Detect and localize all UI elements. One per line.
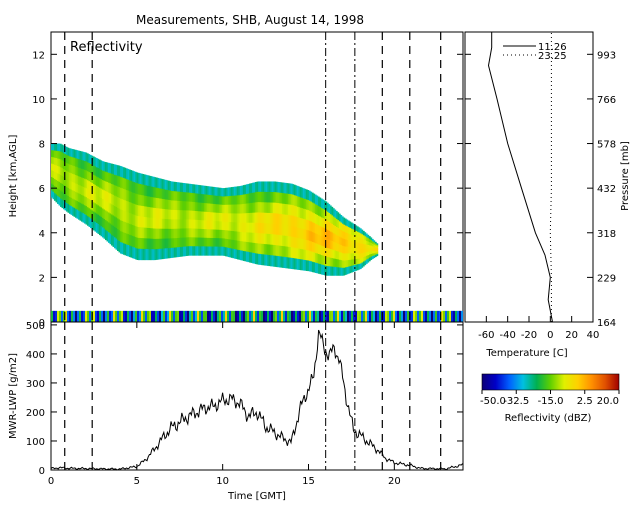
lwp-panel: 0 100 200 300 400 500 0 5 10 15 20 Time [GMT] MWR…	[8, 321, 464, 502]
temperature-series-line	[549, 32, 552, 322]
y-tick-label: 10	[32, 95, 45, 106]
temperature-y-ticks: 164 229 318 432 578 766 993	[465, 50, 616, 329]
colorbar-tick-label: -50.0	[480, 396, 506, 407]
y-tick-label: 500	[26, 321, 45, 332]
temperature-x-axis-label: Temperature [C]	[485, 348, 567, 359]
y-tick-label: 0	[39, 318, 45, 329]
colorbar-label: Reflectivity (dBZ)	[505, 413, 592, 424]
temperature-panel: 164 229 318 432 578 766 993 -60 -40 -20 0 20 40 11.…	[464, 31, 631, 359]
lwp-y-axis-label: MWR-LWP [g/m2]	[8, 353, 19, 439]
lwp-x-ticks: 0 5 10 15 20	[48, 322, 401, 487]
colorbar-tick-label: 20.0	[597, 396, 619, 407]
pressure-tick-label: 578	[597, 140, 616, 151]
temperature-tick-label: 20	[565, 330, 578, 341]
temperature-tick-label: 40	[587, 330, 600, 341]
pressure-tick-label: 318	[597, 229, 616, 240]
pressure-tick-label: 993	[597, 50, 616, 61]
y-tick-label: 8	[39, 140, 45, 151]
lwp-plot-frame	[50, 321, 464, 471]
y-tick-label: 12	[32, 50, 45, 61]
temperature-tick-label: 0	[547, 330, 553, 341]
y-tick-label: 0	[39, 466, 45, 477]
lwp-y-ticks: 0 100 200 300 400 500	[26, 321, 463, 477]
x-tick-label: 0	[48, 476, 54, 487]
temperature-plot-frame	[464, 31, 594, 323]
legend-label: 11.26	[538, 42, 567, 53]
x-tick-label: 10	[216, 476, 229, 487]
lwp-x-axis-label: Time [GMT]	[227, 491, 286, 502]
reflectivity-panel-label: Reflectivity	[70, 40, 143, 55]
colorbar-tick-label: -32.5	[503, 396, 529, 407]
temperature-x-ticks: -60 -40 -20 0 20 40	[478, 316, 599, 341]
lwp-vlines	[64, 322, 442, 470]
pressure-tick-label: 229	[597, 273, 616, 284]
colorbar-tick-label: 2.5	[577, 396, 593, 407]
y-tick-label: 300	[26, 379, 45, 390]
reflectivity-panel: 0 2 4 6 8 10 12 Reflectivity Height [km,AGL]	[8, 31, 464, 329]
colorbar: -50.0-32.5 -15.0 2.5 20.0 Reflectivity (dBZ…	[480, 373, 620, 424]
y-tick-label: 6	[39, 184, 45, 195]
y-tick-label: 200	[26, 408, 45, 419]
y-tick-label: 2	[39, 273, 45, 284]
pressure-axis-label: Pressure [mb]	[620, 141, 631, 211]
figure-title: Measurements, SHB, August 14, 1998	[136, 13, 364, 27]
colorbar-tick-label: -15.0	[538, 396, 564, 407]
reflectivity-cloud	[51, 143, 463, 322]
pressure-tick-label: 164	[597, 318, 616, 329]
temperature-tick-label: -20	[521, 330, 537, 341]
y-tick-label: 400	[26, 350, 45, 361]
temperature-tick-label: -40	[499, 330, 515, 341]
x-tick-label: 5	[134, 476, 140, 487]
x-tick-label: 15	[302, 476, 315, 487]
pressure-tick-label: 432	[597, 184, 616, 195]
lwp-series-line	[50, 329, 463, 471]
colorbar-ticks: -50.0-32.5 -15.0 2.5 20.0	[480, 390, 620, 407]
temperature-lines	[487, 32, 553, 322]
y-tick-label: 4	[39, 229, 45, 240]
reflectivity-y-axis-label: Height [km,AGL]	[8, 135, 19, 218]
temperature-series-line	[487, 32, 553, 322]
reflectivity-vlines	[64, 32, 442, 322]
colorbar-gradient	[481, 373, 620, 391]
y-tick-label: 100	[26, 437, 45, 448]
pressure-tick-label: 766	[597, 95, 616, 106]
x-tick-label: 20	[388, 476, 401, 487]
temperature-tick-label: -60	[478, 330, 494, 341]
legend-label: 23.25	[538, 51, 567, 62]
